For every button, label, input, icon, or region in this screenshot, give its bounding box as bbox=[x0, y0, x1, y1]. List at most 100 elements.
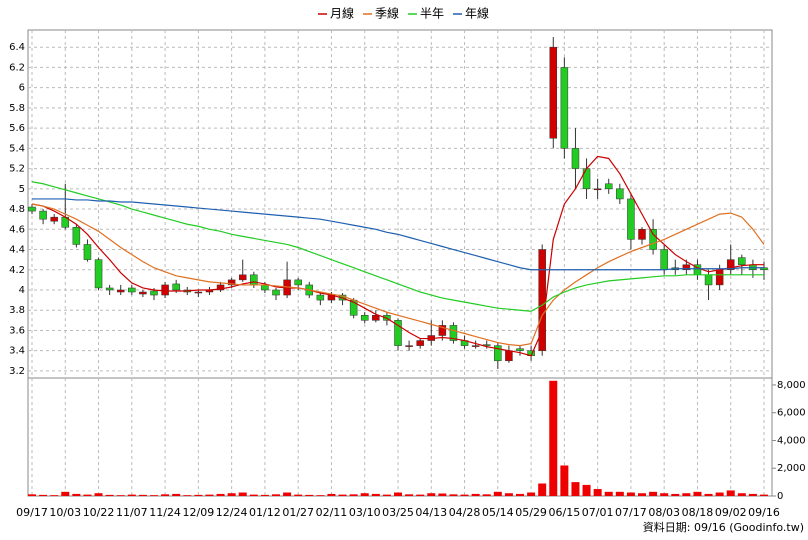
candle-body bbox=[549, 46, 558, 139]
volume-bar bbox=[216, 493, 225, 496]
volume-bar bbox=[527, 492, 536, 496]
y-tick-label: 4.8 bbox=[9, 204, 25, 215]
candle-body bbox=[94, 259, 103, 289]
volume-bar bbox=[549, 380, 558, 496]
x-tick-label: 07/01 bbox=[582, 506, 614, 519]
y-tick-label: 6.4 bbox=[9, 42, 25, 53]
volume-bar bbox=[205, 494, 214, 496]
candle-body bbox=[704, 274, 713, 286]
ma-line bbox=[31, 155, 764, 357]
ma-line bbox=[31, 181, 764, 312]
volume-bar bbox=[571, 482, 580, 496]
volume-bar bbox=[394, 492, 402, 496]
candle-body bbox=[28, 206, 36, 212]
candle-body bbox=[471, 345, 480, 347]
volume-bar bbox=[61, 491, 70, 496]
x-tick-label: 03/25 bbox=[382, 506, 414, 519]
x-tick-label: 07/17 bbox=[615, 506, 647, 519]
y2-tick-label: 6,000 bbox=[777, 408, 806, 419]
volume-bar bbox=[116, 495, 125, 496]
volume-bar bbox=[682, 493, 691, 496]
y-tick-label: 5.6 bbox=[9, 123, 25, 134]
candle-body bbox=[250, 274, 258, 286]
candle-body bbox=[638, 229, 646, 240]
volume-bar bbox=[150, 495, 158, 496]
x-tick-label: 08/18 bbox=[682, 506, 714, 519]
y-tick-label: 5.4 bbox=[9, 143, 25, 154]
x-tick-label: 04/13 bbox=[415, 506, 447, 519]
volume-bar bbox=[183, 495, 192, 496]
x-tick-label: 02/11 bbox=[316, 506, 348, 519]
candle-body bbox=[560, 67, 569, 149]
candle-body bbox=[238, 274, 247, 281]
x-tick-label: 03/10 bbox=[349, 506, 381, 519]
volume-bar bbox=[227, 493, 236, 496]
volume-bar bbox=[615, 491, 624, 496]
volume-bar bbox=[538, 483, 547, 496]
volume-bar bbox=[194, 494, 203, 496]
volume-bar bbox=[560, 465, 569, 496]
y2-tick-label: 8,000 bbox=[777, 380, 806, 391]
candle-body bbox=[50, 216, 58, 222]
legend-label: 月線 bbox=[330, 6, 354, 21]
candle-body bbox=[449, 325, 458, 341]
y-tick-label: 4.2 bbox=[9, 265, 25, 276]
candle-body bbox=[294, 279, 302, 286]
candle-body bbox=[161, 284, 169, 296]
x-tick-label: 09/16 bbox=[748, 506, 780, 519]
x-tick-label: 11/24 bbox=[149, 506, 181, 519]
volume-bar bbox=[94, 493, 103, 496]
volume-bar bbox=[726, 490, 735, 496]
y-tick-label: 5.2 bbox=[9, 164, 25, 175]
x-tick-label: 05/14 bbox=[482, 506, 514, 519]
candle-body bbox=[227, 279, 236, 286]
volume-bar bbox=[704, 493, 713, 496]
candle-body bbox=[682, 264, 691, 271]
volume-bar bbox=[737, 493, 746, 496]
candle-body bbox=[150, 290, 158, 296]
volume-bar bbox=[693, 491, 702, 496]
volume-bar bbox=[260, 494, 269, 496]
candle-body bbox=[505, 350, 513, 362]
ma-line bbox=[32, 198, 764, 271]
candle-body bbox=[571, 148, 580, 169]
y2-tick-label: 4,000 bbox=[777, 435, 806, 446]
candle-body bbox=[715, 269, 724, 286]
x-tick-label: 10/03 bbox=[49, 506, 81, 519]
volume-bar bbox=[305, 494, 314, 496]
volume-bar bbox=[604, 491, 613, 496]
volume-bar bbox=[338, 494, 347, 496]
candle-body bbox=[128, 287, 136, 293]
candle-body bbox=[394, 320, 402, 346]
candle-body bbox=[660, 249, 668, 271]
candle-body bbox=[216, 284, 225, 291]
volume-bar bbox=[671, 493, 680, 496]
volume-bar bbox=[649, 491, 658, 496]
volume-bar bbox=[660, 493, 669, 496]
volume-bar bbox=[471, 493, 480, 496]
volume-bar bbox=[327, 493, 336, 496]
x-tick-label: 09/17 bbox=[16, 506, 48, 519]
y2-tick-label: 2,000 bbox=[777, 463, 806, 474]
candle-body bbox=[738, 257, 746, 265]
x-tick-label: 08/03 bbox=[648, 506, 680, 519]
x-tick-label: 01/27 bbox=[282, 506, 314, 519]
volume-bar bbox=[382, 494, 391, 496]
volume-bar bbox=[371, 493, 380, 496]
candle-body bbox=[405, 345, 413, 347]
footnote: 資料日期: 09/16 (Goodinfo.tw) bbox=[643, 520, 804, 534]
candle-body bbox=[116, 289, 125, 293]
x-tick-label: 06/15 bbox=[549, 506, 581, 519]
volume-bar bbox=[249, 494, 258, 496]
y-tick-label: 3.2 bbox=[9, 366, 25, 377]
x-tick-label: 05/29 bbox=[515, 506, 547, 519]
y-tick-label: 4.6 bbox=[9, 224, 25, 235]
legend-label: 年線 bbox=[465, 6, 489, 21]
volume-bar bbox=[39, 494, 48, 496]
candle-body bbox=[516, 348, 524, 351]
volume-bar bbox=[416, 494, 425, 496]
candle-body bbox=[105, 287, 114, 291]
y-tick-label: 6.2 bbox=[9, 62, 25, 73]
candle-body bbox=[172, 283, 180, 291]
